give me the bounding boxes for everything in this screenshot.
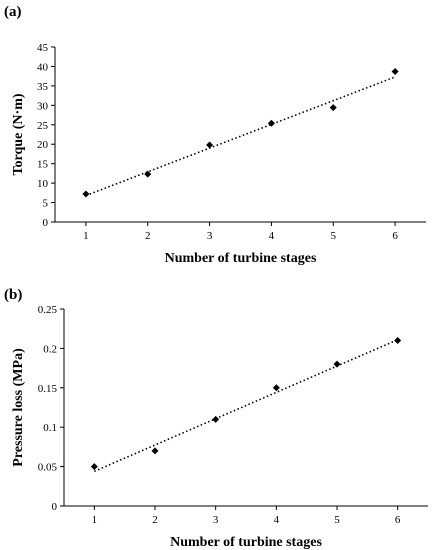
y-tick-label: 0 [43, 217, 49, 229]
y-tick-label: 0.15 [38, 383, 58, 395]
y-tick-label: 10 [37, 178, 49, 190]
y-tick-label: 15 [37, 159, 49, 171]
y-tick-label: 40 [37, 61, 49, 73]
y-tick-label: 0 [52, 501, 58, 513]
x-axis-title: Number of turbine stages [170, 535, 322, 550]
x-tick-label: 4 [274, 514, 280, 526]
y-tick-label: 0.2 [43, 343, 57, 355]
y-tick-label: 5 [43, 198, 49, 210]
pressure-loss-chart: 0 0.05 0.1 0.15 0.2 0.25 1 2 3 4 5 6 Number of turbi… [11, 304, 428, 550]
panel-label-b: (b) [4, 287, 23, 303]
y-axis-title: Pressure loss (MPa) [11, 348, 26, 467]
x-tick-label: 3 [207, 230, 213, 242]
trend-line [85, 76, 396, 197]
y-tick-label: 0.1 [43, 422, 57, 434]
data-point [391, 68, 399, 75]
data-point [333, 360, 341, 368]
data-point [206, 141, 214, 149]
data-point [82, 190, 90, 198]
data-point [212, 415, 220, 423]
data-point [90, 463, 98, 471]
x-tick-label: 4 [269, 230, 275, 242]
x-tick-label: 6 [392, 230, 398, 242]
data-point [394, 337, 402, 345]
y-tick-label: 20 [37, 139, 49, 151]
x-axis-title: Number of turbine stages [165, 251, 317, 266]
x-tick-label: 2 [152, 514, 158, 526]
x-tick-label: 2 [145, 230, 151, 242]
trend-line [94, 338, 398, 473]
x-tick-label: 5 [334, 514, 340, 526]
data-point [329, 104, 337, 112]
y-axis-title: Torque (N·m) [11, 93, 26, 175]
y-tick-label: 0.05 [38, 462, 58, 474]
x-tick-label: 3 [213, 514, 219, 526]
data-point [272, 384, 280, 392]
y-tick-label: 25 [37, 120, 49, 132]
x-tick-label: 6 [395, 514, 401, 526]
y-tick-label: 45 [37, 42, 49, 54]
x-tick-label: 5 [331, 230, 337, 242]
data-point [144, 170, 152, 178]
data-point [151, 447, 159, 455]
y-tick-label: 35 [37, 81, 49, 93]
data-point [267, 119, 275, 127]
x-tick-label: 1 [92, 514, 98, 526]
x-tick-label: 1 [83, 230, 89, 242]
y-tick-label: 30 [37, 100, 49, 112]
panel-label-a: (a) [4, 4, 22, 20]
y-tick-label: 0.25 [38, 304, 58, 316]
